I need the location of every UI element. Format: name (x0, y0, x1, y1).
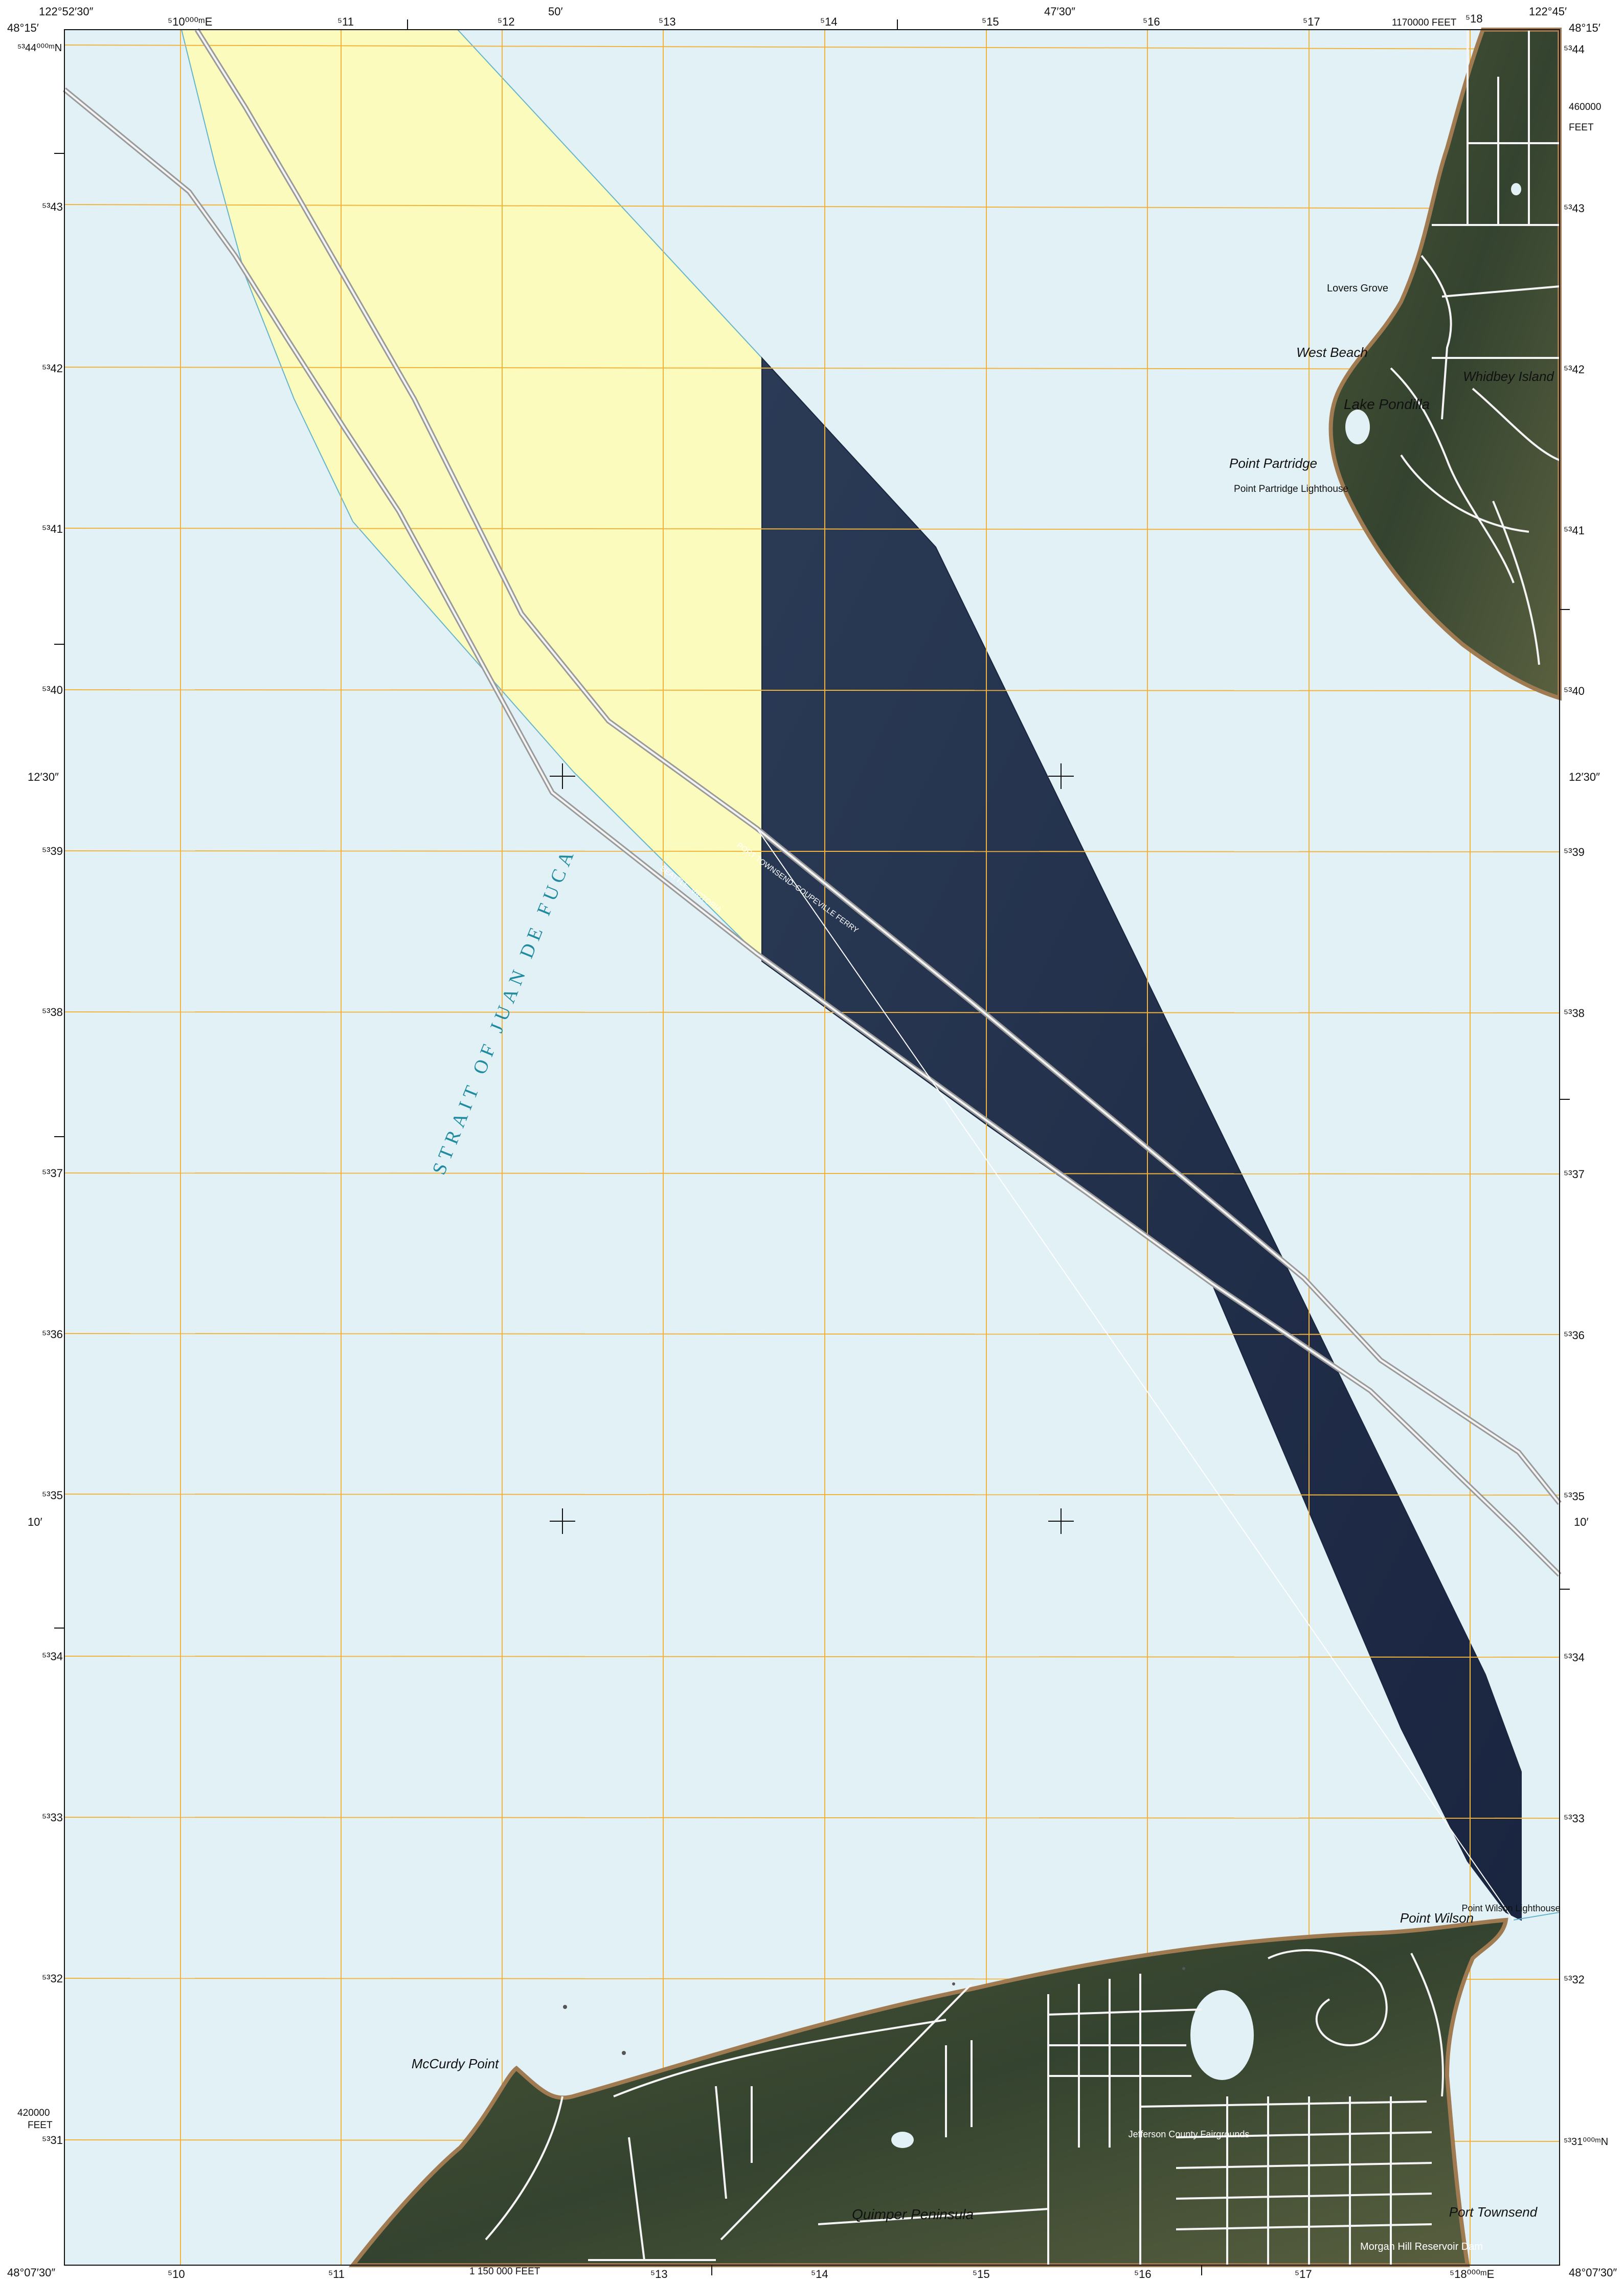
right-tick-label: ⁵³36 (1564, 1329, 1585, 1342)
bottom-tick-label: ⁵18⁰⁰⁰ᵐE (1450, 2268, 1494, 2280)
corner-top-left-lon: 122°52′30″ (39, 5, 94, 18)
place-quimper-peninsula: Quimper Peninsula (852, 2206, 974, 2222)
top-tick-label: ⁵10⁰⁰⁰ᵐE (168, 15, 212, 28)
top-tick-label: ⁵16 (1143, 15, 1160, 28)
place-west-beach: West Beach (1296, 345, 1368, 360)
right-tick-label: 10′ (1574, 1516, 1589, 1528)
dark-zone (761, 356, 1522, 1921)
corner-bottom-right: 48°07′30″ (1569, 2266, 1617, 2279)
left-tick-label: ⁵³40 (42, 684, 63, 696)
ferry-line-shore (1513, 1912, 1560, 1921)
bottom-tick-label: ⁵11 (328, 2268, 345, 2280)
left-tick-label: ⁵³41 (42, 523, 63, 535)
right-tick-label: ⁵³32 (1564, 1973, 1585, 1986)
right-tick-label: FEET (1569, 122, 1594, 133)
bottom-tick-label: 1 150 000 FEET (469, 2266, 540, 2277)
place-lovers-grove: Lovers Grove (1327, 283, 1388, 294)
left-tick-label: ⁵³35 (42, 1489, 63, 1502)
quimper-roads (485, 1949, 1444, 2265)
top-tick-label: ⁵12 (498, 15, 515, 28)
ferry-routes (62, 28, 1562, 1921)
bottom-tick-label: ⁵14 (811, 2268, 828, 2280)
right-tick-label: 12′30″ (1569, 771, 1600, 783)
right-tick-label: ⁵³34 (1564, 1651, 1585, 1664)
corner-top-right-lat: 48°15′ (1569, 21, 1600, 34)
left-tick-label: ⁵³31 (42, 2134, 63, 2147)
right-tick-label: ⁵³35 (1564, 1490, 1585, 1503)
right-tick-label: ⁵³37 (1564, 1168, 1585, 1181)
quimper-pond (891, 2132, 914, 2148)
place-port-townsend: Port Townsend (1449, 2204, 1538, 2220)
right-tick-label: ⁵³40 (1564, 685, 1585, 697)
left-tick-label: ⁵³33 (42, 1811, 63, 1824)
left-tick-label: ⁵³42 (42, 362, 63, 375)
bottom-tick-label: ⁵15 (973, 2268, 990, 2280)
bottom-tick-label: ⁵16 (1134, 2268, 1152, 2280)
left-tick-label: ⁵³43 (42, 200, 63, 213)
corner-labels: 48°15′ 122°52′30″ 122°45′ 48°15′ 48°07′3… (7, 5, 1617, 2279)
place-point-wilson: Point Wilson (1400, 1910, 1474, 1926)
left-tick-label: ⁵³34 (42, 1650, 63, 1663)
place-point-wilson-lighthouse: Point Wilson Lighthouse (1461, 1903, 1560, 1913)
lake-pondilla (1345, 410, 1370, 444)
left-tick-label: ⁵³36 (42, 1328, 63, 1341)
left-tick-label: FEET (28, 2120, 53, 2131)
top-tick-label: ⁵11 (337, 15, 354, 28)
place-jefferson-county-fairgrounds: Jefferson County Fairgrounds (1129, 2129, 1250, 2139)
left-tick-labels: ⁵³44⁰⁰⁰ᵐN ⁵³43 ⁵³42 ⁵³41 ⁵³40 12′30″ ⁵³3… (17, 42, 63, 2147)
left-tick-label: 10′ (28, 1516, 42, 1528)
crosshair-tics (550, 763, 1074, 1534)
bottom-tick-label: ⁵17 (1295, 2268, 1312, 2280)
top-tick-label: ⁵17 (1303, 15, 1320, 28)
left-tick-label: 420000 (17, 2108, 50, 2118)
place-labels: Lovers Grove West Beach Whidbey Island L… (412, 283, 1561, 2252)
right-tick-label: ⁵³41 (1564, 524, 1585, 537)
port-townsend-lake (1190, 1990, 1254, 2080)
ferry-line-thin (756, 828, 1514, 1921)
top-tick-label: ⁵13 (659, 15, 676, 28)
top-tick-label: ⁵14 (820, 15, 838, 28)
left-tick-label: ⁵³38 (42, 1006, 63, 1019)
whidbey-pond (1511, 183, 1521, 195)
right-tick-label: ⁵³31⁰⁰⁰ᵐN (1564, 2136, 1608, 2148)
place-whidbey-island: Whidbey Island (1463, 369, 1554, 384)
top-tick-label: ⁵18 (1465, 12, 1483, 25)
neatline (64, 29, 1560, 2266)
right-tick-label: 460000 (1569, 102, 1601, 112)
border-ticks (54, 19, 1570, 2275)
corner-bottom-left: 48°07′30″ (7, 2266, 55, 2279)
top-tick-labels: ⁵10⁰⁰⁰ᵐE ⁵11 ⁵12 50′ ⁵13 ⁵14 ⁵15 47′30″ … (168, 5, 1483, 28)
corner-top-left-lat: 48°15′ (7, 21, 39, 34)
bottom-tick-labels: ⁵10 ⁵11 1 150 000 FEET ⁵13 ⁵14 ⁵15 ⁵16 ⁵… (168, 2266, 1494, 2280)
right-tick-label: ⁵³33 (1564, 1812, 1585, 1825)
right-tick-label: ⁵³42 (1564, 363, 1585, 376)
rock-symbols (563, 1967, 1185, 2055)
place-lake-pondilla: Lake Pondilla (1344, 396, 1430, 412)
left-tick-label: 12′30″ (28, 771, 59, 783)
left-tick-label: ⁵³39 (42, 845, 63, 857)
left-tick-label: ⁵³44⁰⁰⁰ᵐN (17, 42, 62, 54)
left-tick-label: ⁵³37 (42, 1167, 63, 1180)
right-tick-label: ⁵³43 (1564, 202, 1585, 215)
right-tick-labels: ⁵³44 460000 FEET ⁵³43 ⁵³42 ⁵³41 ⁵³40 12′… (1564, 43, 1608, 2148)
top-tick-label: 47′30″ (1044, 5, 1075, 18)
whidbey-roads (1390, 31, 1560, 665)
bottom-tick-label: ⁵10 (168, 2268, 185, 2280)
top-tick-label: 1170000 FEET (1392, 17, 1457, 28)
top-tick-label: 50′ (548, 5, 563, 18)
bottom-tick-label: ⁵13 (650, 2268, 668, 2280)
right-tick-label: ⁵³38 (1564, 1007, 1585, 1020)
place-point-partridge-lighthouse: Point Partridge Lighthouse (1234, 484, 1348, 494)
right-tick-label: ⁵³44 (1564, 43, 1585, 56)
place-morgan-hill-reservoir-dam: Morgan Hill Reservoir Dam (1360, 2241, 1483, 2252)
top-tick-label: ⁵15 (982, 15, 999, 28)
corner-top-right-lon: 122°45′ (1529, 5, 1567, 18)
place-mccurdy-point: McCurdy Point (412, 2056, 500, 2071)
left-tick-label: ⁵³32 (42, 1972, 63, 1985)
place-point-partridge: Point Partridge (1229, 456, 1317, 471)
route-line-1-center (63, 88, 1561, 1576)
right-tick-label: ⁵³39 (1564, 846, 1585, 859)
